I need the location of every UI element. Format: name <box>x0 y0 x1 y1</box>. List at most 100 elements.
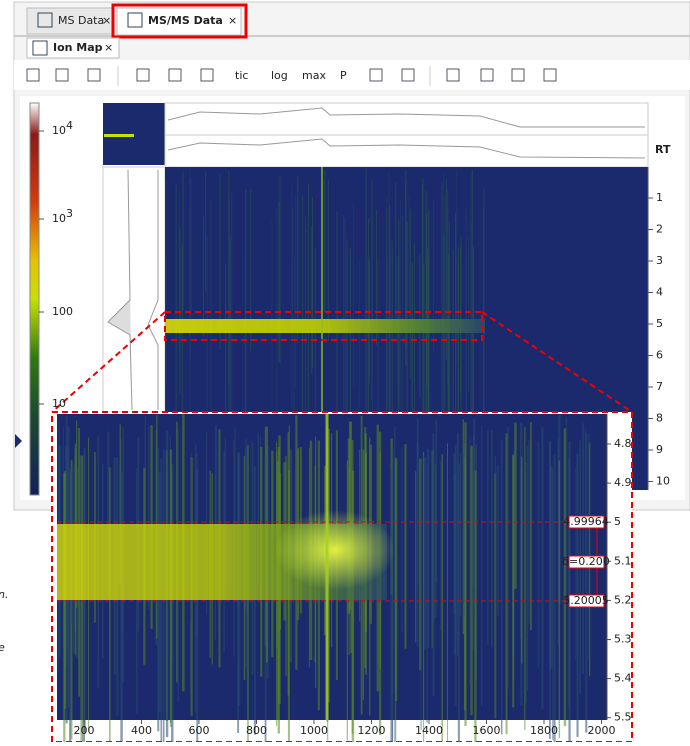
toolbar-button[interactable]: tic <box>235 69 248 82</box>
heatmap-stripe <box>553 455 555 743</box>
tick-label: 4 <box>656 286 663 299</box>
heatmap-stripe <box>464 422 466 726</box>
heatmap-stripe <box>422 184 423 317</box>
heatmap-stripe <box>447 207 448 374</box>
tab-label[interactable]: MS Data <box>58 14 104 27</box>
tick-label: 6 <box>656 349 663 362</box>
heatmap-stripe <box>189 167 190 410</box>
heatmap-stripe <box>497 465 499 615</box>
heatmap-stripe <box>472 170 473 442</box>
tick-label: 10 <box>656 475 670 488</box>
heatmap-stripe <box>352 471 354 742</box>
tick-label: 5 <box>614 515 621 528</box>
heatmap-stripe <box>468 237 469 392</box>
heatmap-stripe <box>582 423 584 674</box>
heatmap-stripe <box>392 448 394 695</box>
heatmap-stripe <box>453 249 454 437</box>
heatmap-stripe <box>278 201 279 361</box>
heatmap-stripe <box>353 202 354 388</box>
heatmap-stripe <box>426 464 427 722</box>
text-fragment: e <box>0 641 5 654</box>
tick-label: 800 <box>246 724 267 737</box>
heatmap-stripe <box>491 430 493 647</box>
colorbar-label: 10 <box>52 124 66 137</box>
heatmap-stripe <box>441 454 443 742</box>
tick-label: 200 <box>74 724 95 737</box>
tick-label: 7 <box>656 380 663 393</box>
heatmap-stripe <box>495 456 496 716</box>
heatmap-stripe <box>530 422 532 630</box>
text-fragment: n. <box>0 588 8 601</box>
heatmap-stripe <box>568 458 570 707</box>
heatmap-stripe <box>228 170 229 384</box>
tick-label: 2000 <box>588 724 616 737</box>
toolbar-button[interactable]: P <box>340 69 347 82</box>
heatmap-stripe <box>417 441 419 647</box>
tick-label: 5.3 <box>614 633 632 646</box>
heatmap-stripe <box>528 441 530 624</box>
heatmap-stripe <box>203 216 204 337</box>
tick-label: 4.9 <box>614 476 632 489</box>
heatmap-stripe <box>421 463 422 730</box>
colorbar-label: 10 <box>52 212 66 225</box>
heatmap-stripe <box>447 443 448 742</box>
heatmap-stripe <box>473 419 475 614</box>
tick-label: 1200 <box>358 724 386 737</box>
subtab-label[interactable]: Ion Map <box>53 41 103 54</box>
toolbar-button[interactable]: log <box>271 69 288 82</box>
tick-label: 1 <box>656 191 663 204</box>
heatmap-stripe <box>521 457 522 664</box>
tick-label: 9 <box>656 443 663 456</box>
heatmap-stripe <box>481 426 482 707</box>
tab-close: × <box>102 14 111 27</box>
tick-label: 400 <box>131 724 152 737</box>
heatmap-stripe <box>449 223 450 413</box>
heatmap-stripe <box>183 171 184 310</box>
tick-label: 5.5 <box>614 711 632 724</box>
tick-label: 600 <box>189 724 210 737</box>
heatmap-stripe <box>405 180 406 366</box>
tab-close: × <box>228 14 237 27</box>
heatmap-stripe <box>424 457 426 649</box>
heatmap-stripe <box>205 172 206 292</box>
heatmap-stripe <box>454 474 456 655</box>
heatmap-stripe <box>63 473 65 742</box>
tick-label: 1400 <box>415 724 443 737</box>
heatmap-stripe <box>410 209 411 379</box>
overview-band <box>104 134 134 137</box>
heatmap-stripe <box>394 453 395 742</box>
heatmap-stripe <box>470 446 472 715</box>
heatmap-stripe <box>366 169 367 451</box>
axis-label: RT <box>655 143 671 156</box>
heatmap-stripe <box>401 448 402 631</box>
tick-label: 1600 <box>473 724 501 737</box>
toolbar-button[interactable]: max <box>302 69 326 82</box>
tick-label: 5.2 <box>614 593 632 606</box>
heatmap-stripe <box>423 452 424 742</box>
heatmap-stripe <box>460 453 461 616</box>
heatmap-stripe <box>359 262 360 420</box>
heatmap-stripe <box>541 427 543 708</box>
colorbar-label: 10 <box>52 397 66 410</box>
tab-close: × <box>104 41 113 54</box>
heatmap-stripe <box>440 461 441 629</box>
heatmap-stripe <box>165 180 166 379</box>
page: {"tabs": ["MS Data", "MS/MS Data"], "sub… <box>0 0 690 742</box>
heatmap-band <box>165 319 485 333</box>
heatmap-stripe <box>180 228 181 393</box>
colorbar-label-exp: 4 <box>66 119 73 132</box>
tick-label: 4.8 <box>614 437 632 450</box>
toolbar <box>14 60 690 90</box>
heatmap-stripe <box>295 195 296 388</box>
heatmap-stripe <box>308 184 309 437</box>
tab-label[interactable]: MS/MS Data <box>148 14 223 27</box>
heatmap-stripe <box>191 178 192 315</box>
screenshot: MS Data×MS/MS Data×Ion Map×ticlogmaxP104… <box>0 0 690 742</box>
heatmap-stripe <box>559 461 560 738</box>
heatmap-stripe <box>230 234 231 403</box>
heatmap-stripe <box>558 438 559 645</box>
tick-label: 5.4 <box>614 672 632 685</box>
heatmap-stripe <box>507 426 509 688</box>
heatmap-stripe <box>435 464 437 617</box>
tick-label: 1800 <box>530 724 558 737</box>
